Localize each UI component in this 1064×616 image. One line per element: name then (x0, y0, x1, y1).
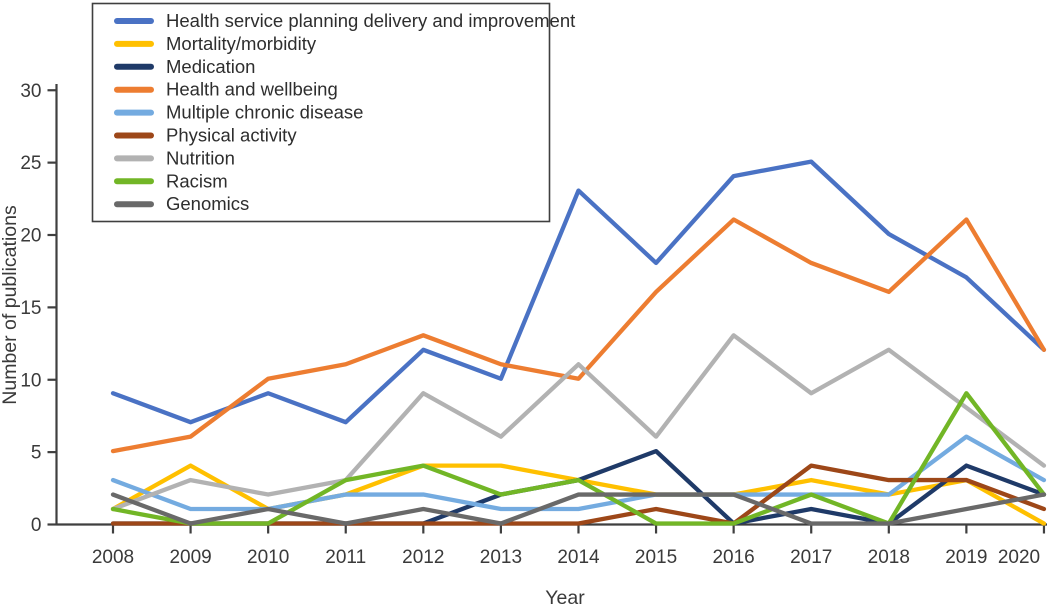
series-line (110, 217, 1047, 454)
legend-item: Genomics (114, 193, 249, 214)
y-tick-label: 15 (20, 298, 41, 319)
y-tick-label: 0 (31, 515, 42, 536)
legend-item: Physical activity (114, 125, 297, 146)
x-tick-label: 2018 (868, 547, 910, 568)
y-tick-label: 10 (20, 370, 41, 391)
legend-label: Medication (166, 56, 255, 77)
series-lines (110, 159, 1047, 526)
legend-item: Mortality/morbidity (114, 33, 317, 54)
series-line (110, 492, 1047, 526)
legend-label: Health and wellbeing (166, 79, 338, 100)
legend-label: Physical activity (166, 125, 297, 146)
legend-item: Nutrition (114, 147, 235, 168)
x-tick-label: 2016 (712, 547, 754, 568)
y-tick-label: 20 (20, 226, 41, 247)
x-tick-label: 2015 (635, 547, 677, 568)
legend-item: Health and wellbeing (114, 79, 338, 100)
axes: 0 5 10 15 20 25 30 2008 2009 2010 2011 2012 2013 2014… (20, 81, 1047, 568)
y-tick-label: 30 (20, 81, 41, 102)
x-tick-label: 2013 (480, 547, 522, 568)
x-tick-label: 2009 (169, 547, 211, 568)
x-tick-label: 2011 (325, 547, 366, 568)
x-tick-label: 2012 (402, 547, 444, 568)
x-tick-label: 2019 (945, 547, 987, 568)
x-tick-label: 2014 (557, 547, 600, 568)
legend-label: Mortality/morbidity (166, 33, 317, 54)
legend-label: Health service planning delivery and imp… (166, 10, 575, 31)
series-line (110, 391, 1047, 526)
legend-label: Genomics (166, 193, 249, 214)
legend-label: Nutrition (166, 147, 235, 168)
x-tick-label: 2010 (247, 547, 289, 568)
legend-label: Multiple chronic disease (166, 102, 363, 123)
series-line (110, 333, 1047, 512)
series-line (110, 159, 1047, 425)
legend-label: Racism (166, 170, 228, 191)
legend-item: Racism (114, 170, 228, 191)
x-tick-label: 2017 (790, 547, 832, 568)
legend-item: Multiple chronic disease (114, 102, 363, 123)
x-tick-label: 2008 (92, 547, 134, 568)
legend-item: Health service planning delivery and imp… (114, 10, 575, 31)
x-axis-title: Year (545, 587, 585, 609)
legend: Health service planning delivery and imp… (91, 2, 575, 223)
legend-box (91, 2, 551, 223)
y-tick-label: 5 (31, 443, 42, 464)
legend-item: Medication (114, 56, 255, 77)
y-axis-title: Number of publications (0, 205, 21, 405)
y-tick-label: 25 (20, 153, 41, 174)
x-tick-label: 2020 (998, 547, 1040, 568)
